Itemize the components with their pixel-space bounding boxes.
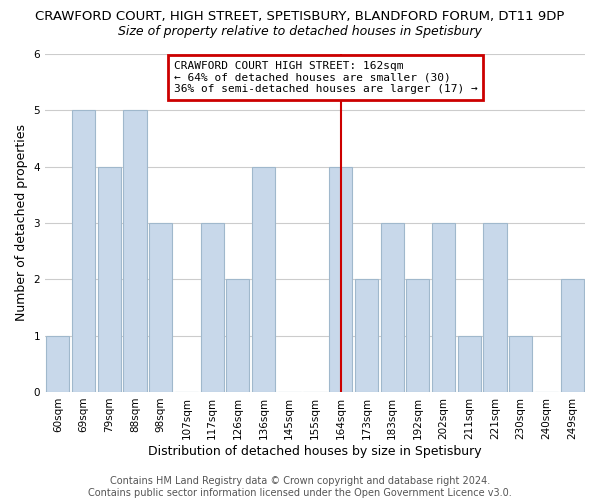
Y-axis label: Number of detached properties: Number of detached properties — [15, 124, 28, 322]
Bar — [380, 223, 404, 392]
Bar — [355, 280, 378, 392]
Text: CRAWFORD COURT HIGH STREET: 162sqm
← 64% of detached houses are smaller (30)
36%: CRAWFORD COURT HIGH STREET: 162sqm ← 64%… — [173, 61, 478, 94]
X-axis label: Distribution of detached houses by size in Spetisbury: Distribution of detached houses by size … — [148, 444, 482, 458]
Text: CRAWFORD COURT, HIGH STREET, SPETISBURY, BLANDFORD FORUM, DT11 9DP: CRAWFORD COURT, HIGH STREET, SPETISBURY,… — [35, 10, 565, 23]
Bar — [484, 223, 506, 392]
Bar — [406, 280, 430, 392]
Bar — [509, 336, 532, 392]
Bar — [46, 336, 70, 392]
Text: Size of property relative to detached houses in Spetisbury: Size of property relative to detached ho… — [118, 25, 482, 38]
Bar — [560, 280, 584, 392]
Text: Contains HM Land Registry data © Crown copyright and database right 2024.
Contai: Contains HM Land Registry data © Crown c… — [88, 476, 512, 498]
Bar — [458, 336, 481, 392]
Bar — [200, 223, 224, 392]
Bar — [98, 166, 121, 392]
Bar — [226, 280, 250, 392]
Bar — [432, 223, 455, 392]
Bar — [72, 110, 95, 392]
Bar — [329, 166, 352, 392]
Bar — [252, 166, 275, 392]
Bar — [124, 110, 146, 392]
Bar — [149, 223, 172, 392]
